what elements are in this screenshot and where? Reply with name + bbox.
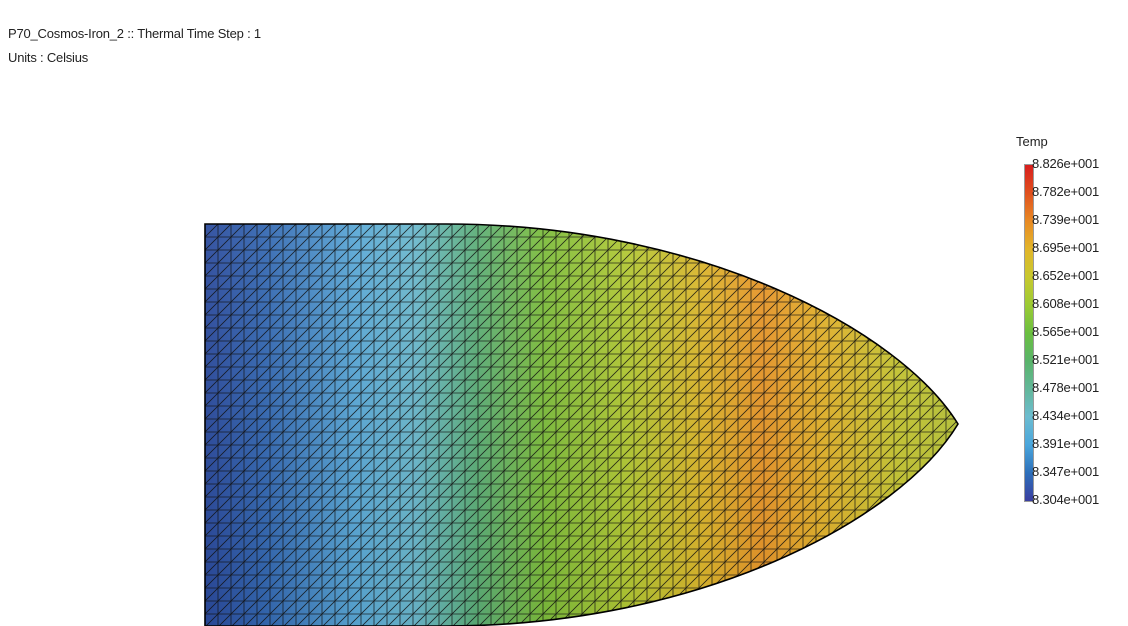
legend-tick-label: 8.695e+001 bbox=[1032, 240, 1100, 255]
legend-tick-label: 8.565e+001 bbox=[1032, 324, 1100, 339]
legend-tick-label: 8.826e+001 bbox=[1032, 156, 1100, 171]
units-label: Units : Celsius bbox=[8, 50, 89, 65]
legend-title: Temp bbox=[1016, 134, 1048, 149]
legend-tick-label: 8.782e+001 bbox=[1032, 184, 1100, 199]
iron-mesh-model bbox=[204, 223, 959, 626]
legend-tick-label: 8.304e+001 bbox=[1032, 492, 1100, 507]
result-header: P70_Cosmos-Iron_2 :: Thermal Time Step :… bbox=[8, 22, 261, 70]
legend-tick-label: 8.347e+001 bbox=[1032, 464, 1100, 479]
iron-outline bbox=[204, 223, 959, 626]
legend-tick-label: 8.739e+001 bbox=[1032, 212, 1100, 227]
plot-title: P70_Cosmos-Iron_2 :: Thermal Time Step :… bbox=[8, 26, 261, 41]
iron-mesh-grid bbox=[205, 224, 958, 626]
legend-color-bar bbox=[1024, 164, 1034, 502]
legend-tick-label: 8.391e+001 bbox=[1032, 436, 1100, 451]
legend-tick-label: 8.608e+001 bbox=[1032, 296, 1100, 311]
legend-tick-label: 8.434e+001 bbox=[1032, 408, 1100, 423]
legend-tick-label: 8.478e+001 bbox=[1032, 380, 1100, 395]
temperature-legend: Temp 8.826e+001 8.782e+001 8.739e+001 8.695… bbox=[1010, 134, 1128, 514]
legend-tick-label: 8.521e+001 bbox=[1032, 352, 1100, 367]
legend-tick-label: 8.652e+001 bbox=[1032, 268, 1100, 283]
